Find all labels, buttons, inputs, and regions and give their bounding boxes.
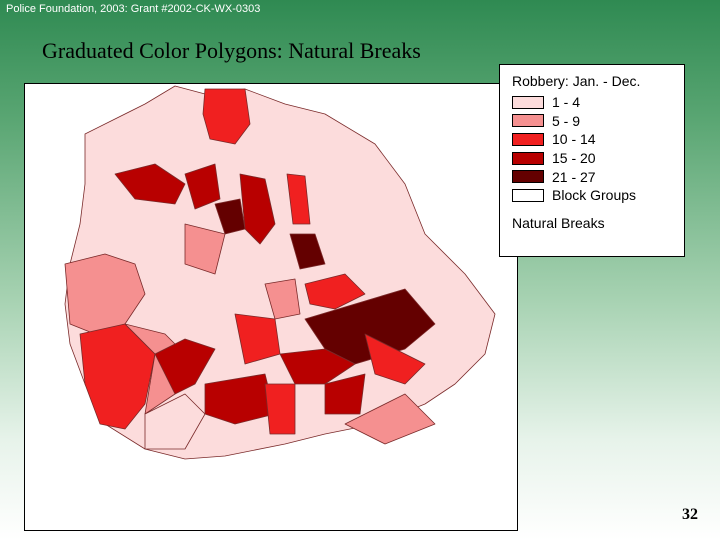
block-group [114, 163, 186, 205]
legend-label: 21 - 27 [552, 168, 596, 185]
block-group [184, 223, 226, 275]
block-group [344, 393, 436, 445]
legend-swatch [512, 132, 544, 146]
block-group [264, 383, 296, 435]
legend-item: 15 - 20 [512, 149, 636, 168]
block-group [289, 233, 326, 270]
legend-item: 1 - 4 [512, 93, 636, 112]
block-group [204, 373, 276, 425]
legend-item: 10 - 14 [512, 130, 636, 149]
map-cutout [317, 459, 517, 530]
legend-item: Block Groups [512, 186, 636, 205]
legend-swatch [512, 188, 544, 202]
block-group [364, 333, 426, 385]
legend-item: 5 - 9 [512, 112, 636, 131]
block-group [154, 338, 216, 395]
block-group [286, 173, 311, 225]
legend-label: 15 - 20 [552, 150, 596, 167]
block-group [202, 88, 251, 145]
legend-swatch [512, 114, 544, 128]
legend-swatch [512, 151, 544, 165]
legend-method: Natural Breaks [512, 215, 605, 231]
block-group [264, 278, 301, 320]
block-group [64, 253, 146, 335]
legend-title: Robbery: Jan. - Dec. [512, 73, 641, 89]
choropleth-map [64, 85, 517, 530]
block-group [279, 348, 356, 385]
legend-label: 10 - 14 [552, 131, 596, 148]
block-group [184, 163, 221, 210]
legend-label: 1 - 4 [552, 94, 581, 111]
legend-swatch [512, 170, 544, 184]
page-number: 32 [682, 506, 698, 523]
map-frame [24, 83, 518, 531]
legend-item: 21 - 27 [512, 167, 636, 186]
legend-label: Block Groups [552, 187, 637, 204]
block-group [324, 373, 366, 415]
block-group [239, 173, 276, 245]
legend-label: 5 - 9 [552, 112, 581, 129]
slide-title: Graduated Color Polygons: Natural Breaks [42, 38, 421, 63]
block-group [144, 393, 206, 450]
credit-line: Police Foundation, 2003: Grant #2002-CK-… [6, 3, 261, 15]
legend-swatch [512, 95, 544, 109]
block-group [304, 273, 366, 310]
